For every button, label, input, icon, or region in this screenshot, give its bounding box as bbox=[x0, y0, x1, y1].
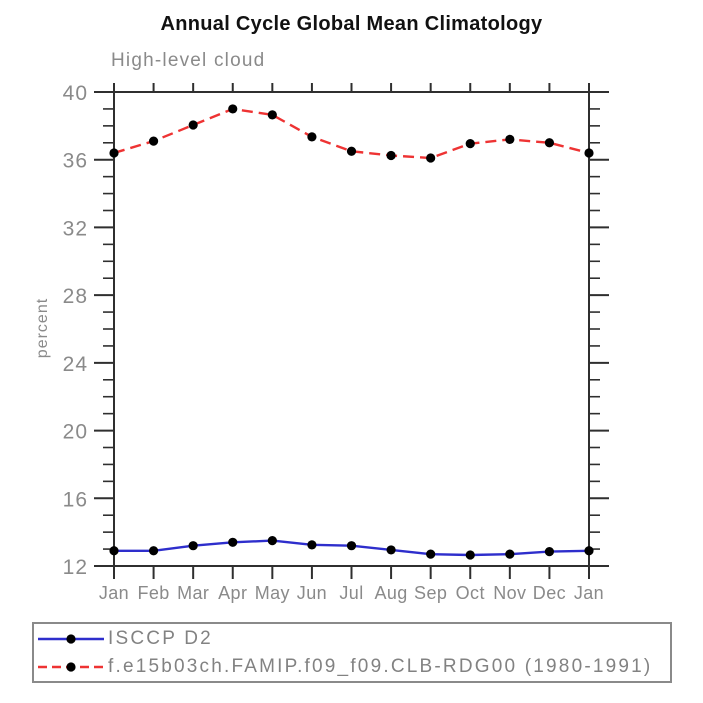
data-point-series-0 bbox=[267, 536, 277, 546]
legend-marker-dot bbox=[66, 633, 76, 644]
y-tick-label: 16 bbox=[63, 488, 88, 511]
data-point-series-0 bbox=[386, 545, 396, 555]
chart-title: Annual Cycle Global Mean Climatology bbox=[160, 13, 543, 35]
data-point-series-1 bbox=[505, 134, 515, 144]
legend-box: ISCCP D2 f.e15b03ch.FAMIP.f09_f09.CLB-RD… bbox=[32, 622, 672, 683]
y-axis-title: percent bbox=[34, 298, 51, 358]
data-point-series-0 bbox=[544, 547, 555, 557]
y-tick-label: 24 bbox=[63, 353, 88, 376]
data-point-series-1 bbox=[584, 148, 594, 158]
data-point-series-1 bbox=[386, 150, 396, 161]
x-tick-label: Dec bbox=[533, 583, 566, 603]
data-point-series-0 bbox=[346, 541, 357, 551]
legend-solid-line-sample bbox=[38, 633, 104, 644]
data-point-series-0 bbox=[426, 549, 436, 559]
legend-label-isccp-d2: ISCCP D2 bbox=[108, 627, 213, 649]
data-point-series-1 bbox=[148, 136, 159, 146]
data-point-series-1 bbox=[307, 132, 317, 142]
data-point-series-1 bbox=[188, 120, 198, 130]
y-tick-label: 28 bbox=[63, 285, 88, 308]
data-point-series-1 bbox=[465, 139, 475, 149]
legend-item-isccp-d2: ISCCP D2 bbox=[37, 625, 670, 653]
x-tick-label: Jan bbox=[574, 583, 604, 603]
data-point-series-0 bbox=[109, 546, 119, 556]
data-point-series-1 bbox=[267, 110, 277, 120]
data-point-series-0 bbox=[584, 546, 594, 556]
y-tick-label: 12 bbox=[63, 556, 88, 579]
y-tick-label: 36 bbox=[63, 150, 88, 173]
data-point-series-0 bbox=[307, 540, 317, 550]
data-point-series-1 bbox=[544, 138, 555, 148]
data-point-series-0 bbox=[465, 550, 475, 560]
data-point-series-0 bbox=[228, 537, 238, 547]
data-point-series-1 bbox=[426, 153, 436, 163]
data-point-series-1 bbox=[346, 146, 357, 156]
x-tick-label: Oct bbox=[456, 583, 485, 603]
data-point-series-0 bbox=[148, 546, 159, 556]
legend-item-model-run: f.e15b03ch.FAMIP.f09_f09.CLB-RDG00 (1980… bbox=[37, 653, 670, 681]
x-tick-label: Jun bbox=[297, 583, 327, 603]
x-tick-label: Jan bbox=[99, 583, 129, 603]
legend-label-model-run: f.e15b03ch.FAMIP.f09_f09.CLB-RDG00 (1980… bbox=[108, 655, 653, 677]
y-tick-label: 40 bbox=[63, 82, 88, 105]
x-tick-label: Jul bbox=[339, 583, 363, 603]
x-tick-label: Feb bbox=[137, 583, 169, 603]
x-tick-label: Aug bbox=[374, 583, 407, 603]
x-tick-label: Sep bbox=[414, 583, 447, 603]
x-tick-label: Mar bbox=[177, 583, 209, 603]
y-tick-label: 20 bbox=[63, 421, 88, 444]
y-tick-label: 32 bbox=[63, 217, 88, 240]
plot-frame bbox=[113, 91, 590, 567]
x-tick-label: May bbox=[255, 583, 290, 603]
data-point-series-0 bbox=[505, 549, 515, 559]
legend-marker-dot bbox=[66, 661, 76, 672]
data-point-series-1 bbox=[109, 148, 119, 158]
data-point-series-0 bbox=[188, 541, 198, 551]
x-tick-label: Nov bbox=[493, 583, 526, 603]
chart-subtitle: High-level cloud bbox=[111, 50, 266, 71]
data-point-series-1 bbox=[228, 104, 238, 114]
legend-dashed-line-sample bbox=[38, 661, 104, 672]
x-tick-label: Apr bbox=[218, 583, 247, 603]
